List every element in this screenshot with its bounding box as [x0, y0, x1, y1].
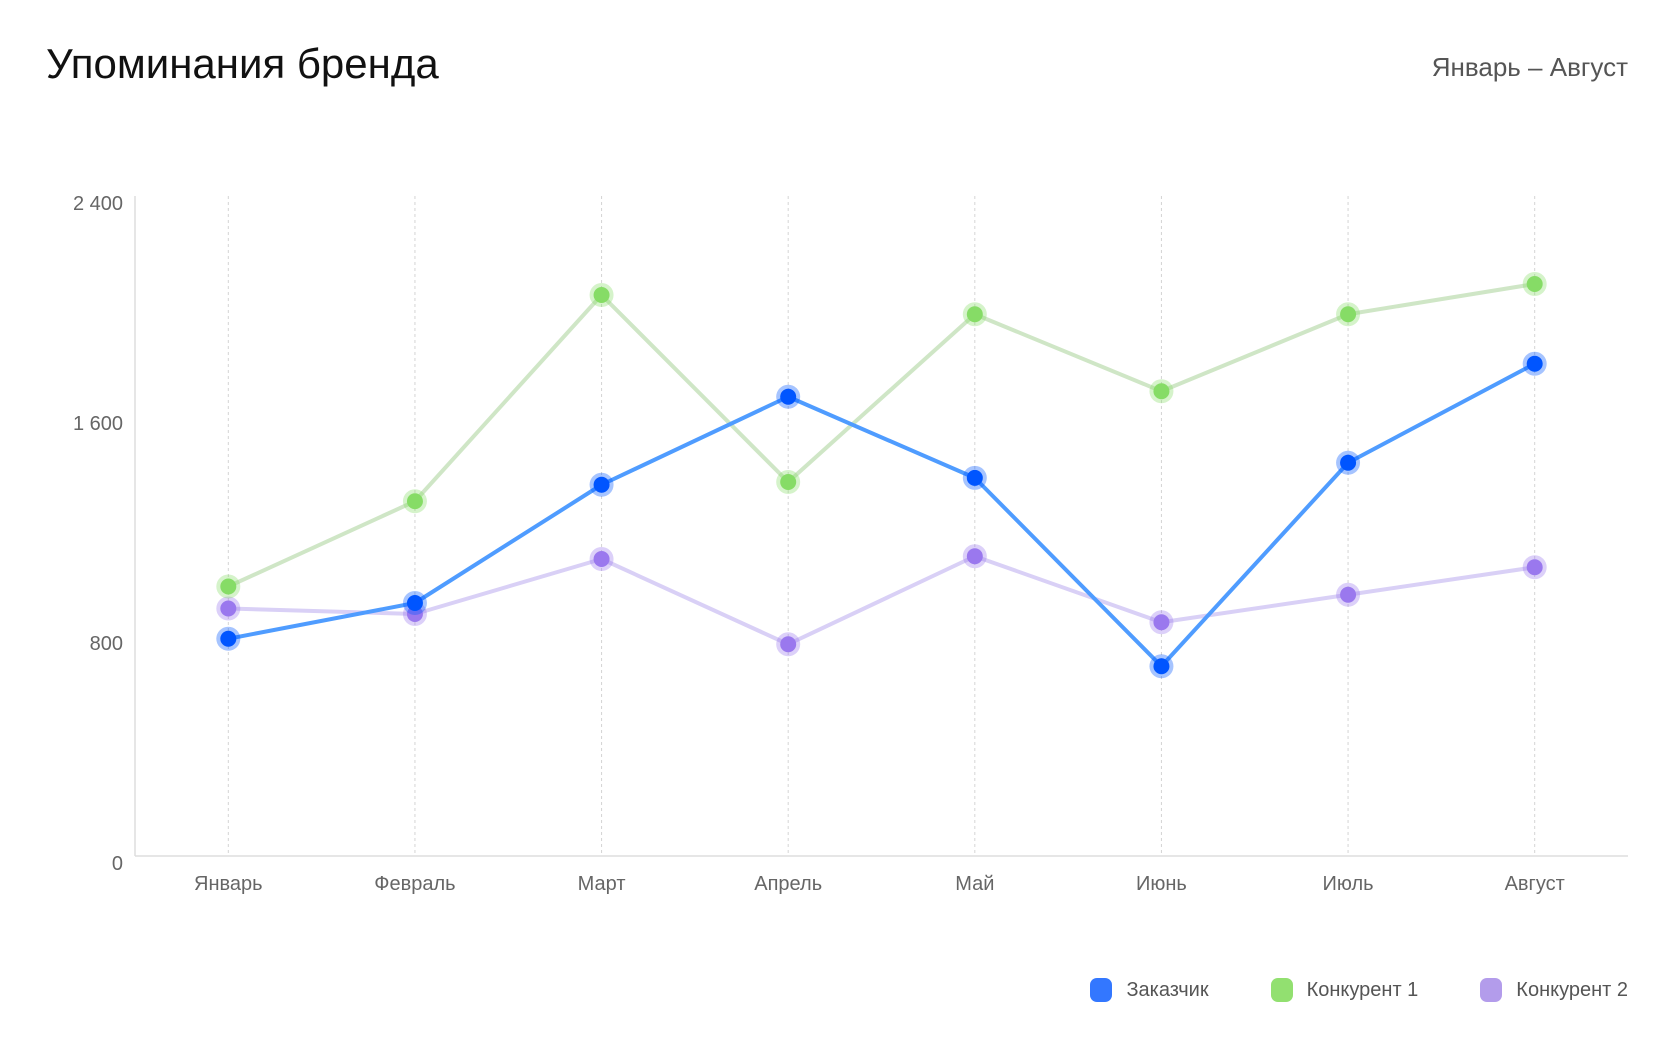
legend-item-client[interactable]: Заказчик — [1090, 978, 1209, 1002]
legend-swatch — [1480, 978, 1503, 1002]
y-tick-label: 0 — [112, 853, 123, 875]
data-point — [1526, 355, 1543, 372]
data-point — [593, 551, 610, 567]
x-tick-label: Август — [1505, 873, 1565, 895]
legend-label: Заказчик — [1126, 978, 1209, 1001]
legend-item-competitor-1[interactable]: Конкурент 1 — [1270, 978, 1419, 1002]
data-point — [593, 476, 610, 493]
x-tick-label: Май — [955, 873, 994, 895]
data-point — [966, 548, 983, 565]
data-point — [1153, 658, 1170, 675]
series-line — [227, 282, 1536, 589]
data-point — [406, 493, 423, 510]
data-point — [1340, 586, 1357, 603]
x-tick-label: Июнь — [1136, 873, 1187, 895]
data-point — [406, 606, 423, 622]
data-point — [966, 306, 983, 323]
data-point — [780, 636, 797, 653]
data-point — [780, 474, 797, 490]
data-point — [220, 600, 237, 617]
legend-swatch — [1270, 978, 1293, 1002]
data-point — [1153, 614, 1170, 631]
series-line — [227, 361, 1536, 669]
x-tick-label: Апрель — [754, 873, 822, 895]
y-tick-label: 2 400 — [73, 193, 123, 215]
data-point — [593, 287, 610, 303]
data-point — [1153, 383, 1170, 400]
data-point — [966, 469, 983, 486]
data-point — [1526, 559, 1543, 576]
legend-label: Конкурент 2 — [1516, 978, 1628, 1001]
legend-swatch — [1090, 978, 1113, 1002]
data-point — [1340, 306, 1357, 323]
period-label: Январь – Август — [1431, 52, 1628, 82]
data-point — [1526, 276, 1543, 292]
data-point — [780, 388, 797, 405]
series-line — [228, 554, 1535, 647]
x-tick-label: Февраль — [374, 873, 455, 895]
chart-title: Упоминания бренда — [46, 40, 439, 87]
legend-item-competitor-2[interactable]: Конкурент 2 — [1480, 978, 1628, 1002]
x-tick-label: Март — [578, 873, 626, 895]
y-tick-label: 1 600 — [73, 413, 123, 435]
legend-label: Конкурент 1 — [1306, 978, 1419, 1001]
data-point — [220, 630, 237, 647]
legend: Заказчик Конкурент 1 Конкурент 2 — [1090, 978, 1628, 1002]
data-point — [1340, 454, 1357, 471]
x-tick-label: Июль — [1323, 873, 1374, 895]
data-point — [220, 578, 237, 595]
data-point — [406, 595, 423, 611]
x-tick-label: Январь — [194, 873, 263, 895]
y-tick-label: 800 — [90, 633, 123, 655]
